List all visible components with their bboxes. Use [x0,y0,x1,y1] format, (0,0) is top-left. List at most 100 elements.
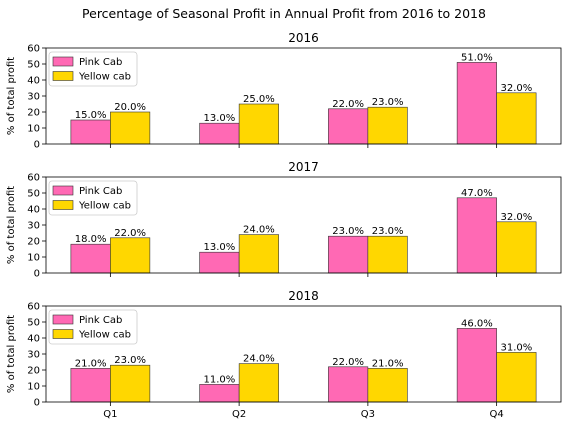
data-label: 24.0% [243,225,275,236]
data-label: 13.0% [203,113,235,124]
bar-yellow-cab-q3 [367,235,408,274]
data-label: 23.0% [332,226,364,237]
bar-yellow-cab-q2 [238,103,279,145]
bar-pink-cab-q1 [70,243,111,274]
data-label: 23.0% [372,97,404,108]
subplot-title: 2018 [288,289,319,303]
legend-label-yellow-cab: Yellow cab [78,201,131,212]
y-tick-label: 20 [27,366,40,377]
bar-pink-cab-q1 [70,368,111,403]
legend-label-yellow-cab: Yellow cab [78,72,131,83]
data-label: 23.0% [372,226,404,237]
y-tick-label: 30 [27,221,40,232]
legend-swatch-pink-cab [52,56,74,67]
bar-yellow-cab-q2 [238,234,279,274]
y-tick-label: 50 [27,189,40,200]
figure-title: Percentage of Seasonal Profit in Annual … [82,6,486,21]
bar-yellow-cab-q4 [496,221,537,274]
bar-yellow-cab-q4 [496,92,537,145]
data-label: 21.0% [372,358,404,369]
data-label: 15.0% [75,110,107,121]
y-tick-label: 0 [34,269,40,280]
bar-yellow-cab-q1 [110,364,151,403]
bar-yellow-cab-q1 [110,237,151,274]
y-tick-label: 10 [27,382,40,393]
y-tick-label: 20 [27,237,40,248]
plot-frame [45,47,562,145]
bar-pink-cab-q3 [328,235,369,274]
legend-label-yellow-cab: Yellow cab [78,330,131,341]
y-tick-label: 60 [27,173,40,184]
legend: Pink Cab Yellow cab [48,180,138,216]
data-label: 32.0% [500,83,532,94]
y-tick-label: 50 [27,60,40,71]
y-tick-label: 10 [27,124,40,135]
bar-pink-cab-q4 [456,62,497,145]
data-label: 13.0% [203,242,235,253]
y-axis-label: % of total profit [6,186,17,264]
data-label: 23.0% [114,355,146,366]
data-label: 32.0% [500,212,532,223]
subplot-2018: 2018 % of total profit 0 10 20 30 40 50 60 21.0% 1… [6,289,562,420]
subplot-title: 2017 [288,160,319,174]
bar-yellow-cab-q4 [496,352,537,403]
data-label: 47.0% [461,188,493,199]
data-label: 22.0% [332,99,364,110]
y-tick-label: 20 [27,108,40,119]
bar-pink-cab-q3 [328,366,369,403]
y-axis-label: % of total profit [6,57,17,135]
data-label: 24.0% [243,354,275,365]
legend: Pink Cab Yellow cab [48,51,138,87]
subplot-title: 2016 [288,31,319,45]
legend-label-pink-cab: Pink Cab [79,57,122,68]
y-tick-label: 60 [27,44,40,55]
subplot-2017: 2017 % of total profit 0 10 20 30 40 50 60 18.0% 1… [6,160,562,280]
data-label: 11.0% [203,374,235,385]
bar-yellow-cab-q2 [238,363,279,403]
legend-label-pink-cab: Pink Cab [79,315,122,326]
y-tick-label: 60 [27,302,40,313]
bar-yellow-cab-q3 [367,368,408,403]
x-tick-label: Q1 [103,409,117,420]
legend-swatch-yellow-cab [52,329,74,339]
y-tick-label: 0 [34,140,40,151]
data-label: 31.0% [500,342,532,353]
subplots: 2016 % of total profit 0 10 20 30 40 50 60 15.0% 1… [6,31,562,420]
subplot-2016: 2016 % of total profit 0 10 20 30 40 50 60 15.0% 1… [6,31,562,151]
data-label: 18.0% [75,234,107,245]
data-label: 21.0% [75,358,107,369]
data-label: 25.0% [243,94,275,105]
legend-swatch-pink-cab [52,185,74,196]
bar-pink-cab-q3 [328,108,369,145]
x-tick-label: Q4 [490,409,504,420]
plot-frame [45,305,562,403]
x-tick-label: Q2 [232,409,246,420]
bar-pink-cab-q4 [456,197,497,274]
legend: Pink Cab Yellow cab [48,309,138,345]
bar-pink-cab-q2 [199,122,240,145]
bar-pink-cab-q4 [456,328,497,403]
y-tick-label: 30 [27,92,40,103]
bar-yellow-cab-q1 [110,111,151,145]
bar-pink-cab-q2 [199,384,240,403]
y-tick-label: 50 [27,318,40,329]
y-tick-label: 40 [27,205,40,216]
y-tick-label: 0 [34,398,40,409]
plot-frame [45,176,562,274]
y-axis-label: % of total profit [6,315,17,393]
bar-pink-cab-q1 [70,119,111,145]
legend-label-pink-cab: Pink Cab [79,186,122,197]
x-tick-label: Q3 [361,409,375,420]
data-label: 22.0% [114,228,146,239]
legend-swatch-pink-cab [52,314,74,325]
y-tick-label: 40 [27,334,40,345]
data-label: 51.0% [461,52,493,63]
bar-pink-cab-q2 [199,251,240,274]
data-label: 46.0% [461,318,493,329]
data-label: 22.0% [332,357,364,368]
y-tick-label: 10 [27,253,40,264]
legend-swatch-yellow-cab [52,200,74,210]
y-tick-label: 30 [27,350,40,361]
bar-yellow-cab-q3 [367,106,408,145]
